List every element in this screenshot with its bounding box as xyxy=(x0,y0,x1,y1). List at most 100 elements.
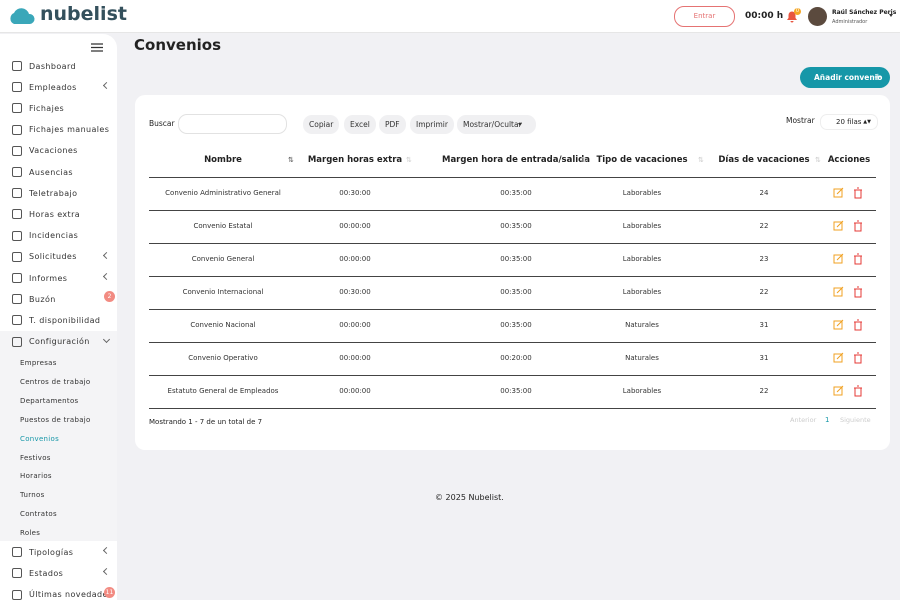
sidebar-item[interactable]: Buzón xyxy=(12,294,56,305)
edit-icon[interactable] xyxy=(833,385,844,396)
toolbar-button[interactable]: Imprimir xyxy=(410,115,454,134)
toolbar-button[interactable]: Mostrar/Ocultar xyxy=(457,115,536,134)
delete-icon[interactable] xyxy=(854,352,862,364)
menu-icon xyxy=(12,188,22,199)
table-cell: Estatuto General de Empleados xyxy=(167,387,279,395)
row-actions[interactable] xyxy=(833,220,863,232)
menu-label: Configuración xyxy=(29,337,90,347)
submenu-item[interactable]: Departamentos xyxy=(20,396,79,405)
sidebar-item[interactable]: Tipologías xyxy=(12,547,73,557)
sidebar-item[interactable]: Vacaciones xyxy=(12,145,78,156)
delete-icon[interactable] xyxy=(854,286,862,298)
edit-icon[interactable] xyxy=(833,319,844,330)
add-button[interactable]: Añadir convenio + xyxy=(800,67,890,88)
user-name[interactable]: Raúl Sánchez Peris xyxy=(832,9,897,16)
row-actions[interactable] xyxy=(833,352,863,364)
sidebar-item[interactable]: Estados xyxy=(12,568,63,579)
login-button[interactable]: Entrar xyxy=(674,6,735,27)
table-cell: 22 xyxy=(759,288,769,296)
sidebar-item[interactable]: Horas extra xyxy=(12,209,80,220)
delete-icon[interactable] xyxy=(854,253,862,265)
row-actions[interactable] xyxy=(833,286,863,298)
submenu-item[interactable]: Roles xyxy=(20,529,41,538)
menu-label: T. disponibilidad xyxy=(29,315,101,325)
sidebar-item[interactable]: Informes xyxy=(12,273,67,283)
delete-icon[interactable] xyxy=(854,385,862,397)
sort-icon[interactable]: ⇅ xyxy=(698,156,704,164)
search-input[interactable] xyxy=(178,114,287,134)
submenu-item[interactable]: Horarios xyxy=(20,472,52,481)
row-line xyxy=(149,276,876,277)
row-actions[interactable] xyxy=(833,253,863,265)
submenu-item[interactable]: Convenios xyxy=(20,434,60,443)
column-header[interactable]: Margen hora de entrada/salida xyxy=(441,155,591,165)
table-cell: 00:00:00 xyxy=(339,321,371,329)
toolbar-button[interactable]: Excel xyxy=(344,115,376,134)
table-cell: Naturales xyxy=(625,321,659,329)
submenu-item[interactable]: Festivos xyxy=(20,453,51,462)
toolbar-button[interactable]: Copiar xyxy=(303,115,340,134)
logo-icon xyxy=(10,8,35,24)
delete-icon[interactable] xyxy=(854,187,862,199)
delete-icon[interactable] xyxy=(854,319,862,331)
avatar[interactable] xyxy=(808,7,827,26)
menu-label: Buzón xyxy=(29,294,56,304)
sort-icon[interactable]: ⇅ xyxy=(406,156,412,164)
edit-icon[interactable] xyxy=(833,220,844,231)
edit-icon[interactable] xyxy=(833,187,844,198)
edit-icon[interactable] xyxy=(833,286,844,297)
column-header[interactable]: Tipo de vacaciones xyxy=(596,155,688,165)
table-cell: 22 xyxy=(759,387,769,395)
menu-label: Tipologías xyxy=(29,547,74,557)
submenu-item[interactable]: Contratos xyxy=(20,510,57,519)
submenu-item[interactable]: Empresas xyxy=(20,359,57,367)
submenu-item[interactable]: Turnos xyxy=(20,491,45,500)
sort-icon[interactable]: ⇅ xyxy=(288,156,294,164)
row-line xyxy=(149,210,876,211)
sidebar-item[interactable]: T. disponibilidad xyxy=(12,315,101,326)
sidebar-item[interactable]: Incidencias xyxy=(12,230,78,241)
sidebar-item[interactable]: Configuración xyxy=(12,336,90,347)
menu-icon xyxy=(12,209,22,220)
submenu-item[interactable]: Centros de trabajo xyxy=(20,377,91,386)
menu-toggle[interactable] xyxy=(91,43,103,52)
notification-badge: 0 xyxy=(794,8,801,15)
page-size-select[interactable]: 20 filas ▲▼ xyxy=(820,114,878,130)
sidebar-item[interactable]: Teletrabajo xyxy=(12,188,77,199)
sidebar-item[interactable]: Empleados xyxy=(12,82,77,93)
sidebar-item[interactable]: Solicitudes xyxy=(12,251,77,262)
dropdown-caret xyxy=(518,123,522,126)
sort-icon[interactable]: ⇅ xyxy=(815,156,821,164)
submenu-item[interactable]: Puestos de trabajo xyxy=(20,415,91,424)
toolbar-button[interactable]: PDF xyxy=(379,115,406,134)
sidebar-item[interactable]: Fichajes manuales xyxy=(12,124,110,135)
row-actions[interactable] xyxy=(833,319,863,331)
row-actions[interactable] xyxy=(833,187,863,199)
sidebar-item[interactable]: Últimas novedades xyxy=(12,589,112,600)
edit-icon[interactable] xyxy=(833,352,844,363)
row-actions[interactable] xyxy=(833,385,863,397)
table-cell: Laborables xyxy=(622,255,662,263)
menu-icon xyxy=(12,61,22,71)
menu-label: Fichajes manuales xyxy=(29,125,110,135)
edit-icon[interactable] xyxy=(833,253,844,264)
sort-icon[interactable]: ⇅ xyxy=(581,156,587,164)
table-cell: Laborables xyxy=(622,387,662,395)
pagination-next[interactable]: Siguiente xyxy=(840,416,871,424)
sidebar-item[interactable]: Fichajes xyxy=(12,103,64,114)
table-cell: 24 xyxy=(759,189,769,197)
page-title: Convenios xyxy=(134,36,221,54)
column-header[interactable]: Margen horas extra xyxy=(307,155,403,165)
column-header[interactable]: Días de vacaciones xyxy=(718,155,810,165)
pagination-current[interactable]: 1 xyxy=(825,416,830,424)
sidebar-item[interactable]: Ausencias xyxy=(12,167,73,177)
sidebar-item[interactable]: Dashboard xyxy=(12,61,76,71)
delete-icon[interactable] xyxy=(854,220,862,232)
user-caret[interactable] xyxy=(889,14,893,17)
menu-icon xyxy=(12,145,22,156)
pagination-previous[interactable]: Anterior xyxy=(790,416,817,424)
logo-text[interactable]: nubelist xyxy=(40,3,127,25)
column-header[interactable]: Nombre xyxy=(204,155,242,165)
